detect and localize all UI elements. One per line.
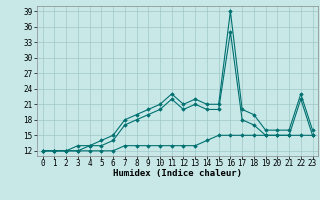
X-axis label: Humidex (Indice chaleur): Humidex (Indice chaleur) — [113, 169, 242, 178]
